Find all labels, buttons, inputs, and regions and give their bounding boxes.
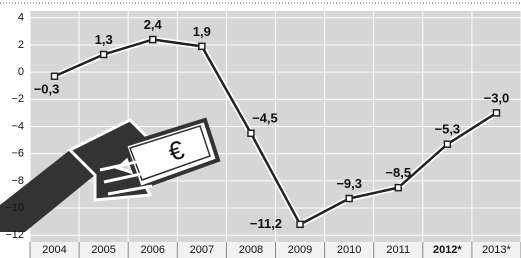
data-point bbox=[101, 51, 107, 57]
data-label: 1,3 bbox=[95, 32, 113, 47]
data-label: −5,3 bbox=[435, 122, 461, 137]
data-label: −3,0 bbox=[484, 90, 510, 105]
data-label: 1,9 bbox=[193, 24, 211, 39]
x-tick-label: 2004 bbox=[42, 244, 66, 256]
x-tick-label: 2010 bbox=[337, 244, 361, 256]
data-point bbox=[395, 185, 401, 191]
x-tick-label: 2013* bbox=[482, 244, 511, 256]
y-tick-label: −12 bbox=[5, 229, 24, 241]
data-label: −4,5 bbox=[252, 111, 278, 126]
data-point bbox=[346, 196, 352, 202]
x-tick-label: 2011 bbox=[386, 244, 410, 256]
data-label: 2,4 bbox=[144, 17, 163, 32]
data-point bbox=[297, 221, 303, 227]
data-point bbox=[199, 43, 205, 49]
y-tick-label: −2 bbox=[11, 93, 24, 105]
y-tick-label: 2 bbox=[18, 39, 24, 51]
data-label: −11,2 bbox=[250, 216, 282, 231]
chart: € 420−2−4−6−8−10−12200420052006200720082… bbox=[0, 0, 521, 258]
x-tick-label: 2009 bbox=[288, 244, 312, 256]
y-tick-label: 0 bbox=[18, 66, 24, 78]
data-point bbox=[248, 130, 254, 136]
page: {"chart_data": {"type": "line", "categor… bbox=[0, 0, 521, 258]
x-tick-label: 2006 bbox=[141, 244, 165, 256]
data-point bbox=[493, 110, 499, 116]
y-tick-label: 4 bbox=[18, 12, 24, 24]
x-tick-label: 2007 bbox=[190, 244, 214, 256]
data-point bbox=[52, 73, 58, 79]
x-tick-label: 2005 bbox=[91, 244, 115, 256]
data-label: −0,3 bbox=[34, 82, 60, 97]
y-tick-label: −4 bbox=[11, 120, 24, 132]
data-label: −8,5 bbox=[385, 165, 411, 180]
data-point bbox=[150, 37, 156, 43]
data-label: −9,3 bbox=[336, 176, 362, 191]
y-tick-label: −6 bbox=[11, 148, 24, 160]
data-point bbox=[444, 141, 450, 147]
x-tick-label: 2012* bbox=[433, 244, 462, 256]
y-tick-label: −8 bbox=[11, 175, 24, 187]
x-tick-label: 2008 bbox=[239, 244, 263, 256]
y-tick-label: −10 bbox=[5, 202, 24, 214]
